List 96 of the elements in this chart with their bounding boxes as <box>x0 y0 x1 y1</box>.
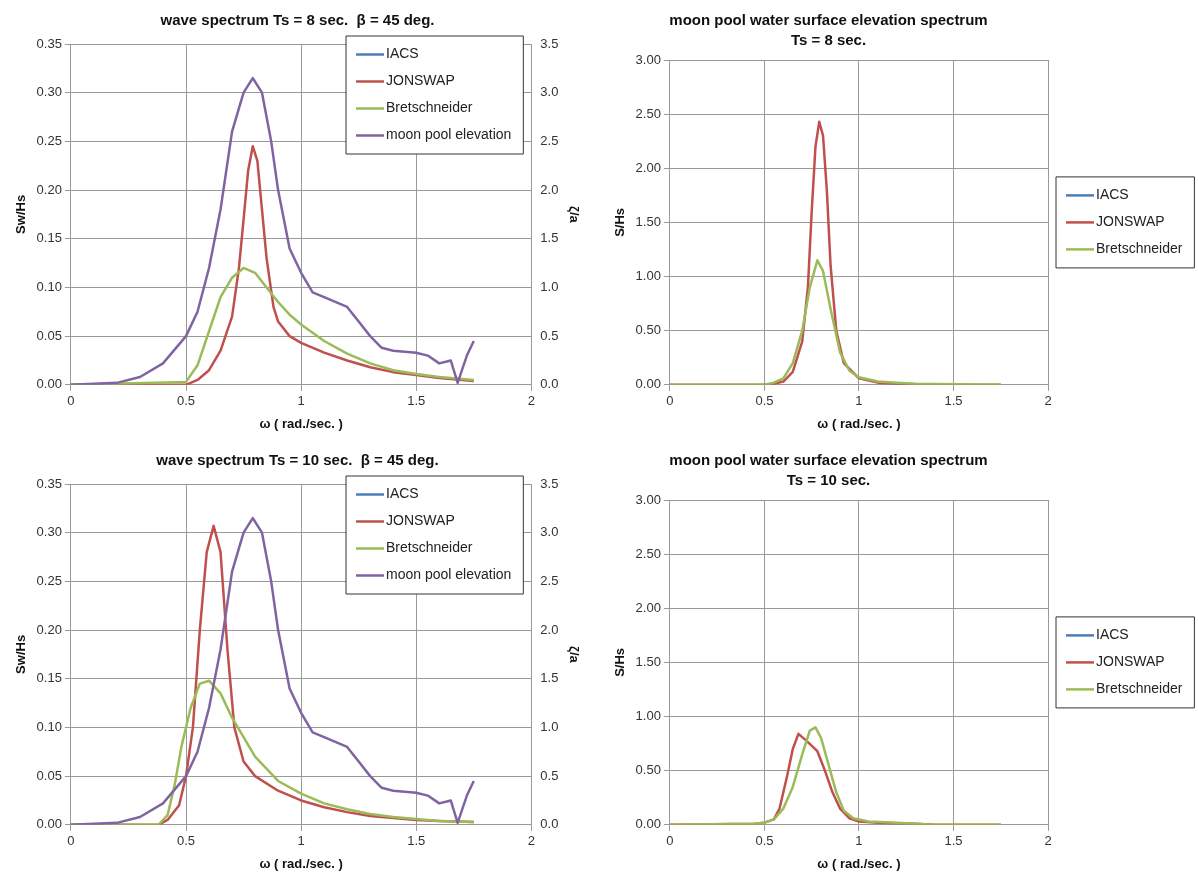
y2-axis-title: ζ/a <box>566 205 582 224</box>
y-tick-label: 0.35 <box>36 35 62 51</box>
x-axis-title: ω ( rad./sec. ) <box>817 415 901 431</box>
y2-tick-label: 2.0 <box>540 181 559 197</box>
y2-tick-label: 2.5 <box>540 132 559 148</box>
y-tick-label: 0.50 <box>635 762 661 778</box>
x-tick-label: 2 <box>1044 833 1052 849</box>
legend-label: JONSWAP <box>386 72 455 89</box>
x-tick-label: 1 <box>855 393 863 409</box>
y-tick-label: 1.00 <box>635 268 661 284</box>
y2-tick-label: 0.5 <box>540 767 559 783</box>
y2-axis-title: ζ/a <box>566 645 582 664</box>
y2-tick-label: 1.0 <box>540 279 559 295</box>
y-tick-label: 2.50 <box>635 545 661 561</box>
y2-tick-label: 3.0 <box>540 84 559 100</box>
legend-label: JONSWAP <box>386 512 455 529</box>
legend-label: IACS <box>1096 626 1129 643</box>
chart-title: moon pool water surface elevation spectrum <box>669 451 988 469</box>
x-tick-label: 0 <box>67 833 75 849</box>
y-tick-label: 0.10 <box>36 279 62 295</box>
legend-label: Bretschneider <box>1096 240 1183 257</box>
chart-title: moon pool water surface elevation spectrum <box>669 11 988 29</box>
y-tick-label: 0.00 <box>635 376 661 392</box>
x-tick-label: 0 <box>666 833 674 849</box>
y-tick-label: 0.15 <box>36 230 62 246</box>
y-axis-title: S/Hs <box>612 647 628 677</box>
x-tick-label: 2 <box>527 833 535 849</box>
x-tick-label: 0 <box>67 393 75 409</box>
y-tick-label: 0.20 <box>36 181 62 197</box>
y-tick-label: 0.30 <box>36 84 62 100</box>
x-axis-title: ω ( rad./sec. ) <box>259 415 343 431</box>
y-tick-label: 0.30 <box>36 524 62 540</box>
legend-label: IACS <box>386 45 419 62</box>
y-tick-label: 0.20 <box>36 621 62 637</box>
y-tick-label: 0.00 <box>36 376 62 392</box>
chart-title: wave spectrum Ts = 10 sec. β = 45 deg. <box>155 451 439 469</box>
y-tick-label: 0.25 <box>36 572 62 588</box>
x-axis-title: ω ( rad./sec. ) <box>817 855 901 871</box>
y2-tick-label: 1.5 <box>540 230 559 246</box>
x-tick-label: 2 <box>527 393 535 409</box>
x-tick-label: 1.5 <box>407 393 426 409</box>
x-tick-label: 0.5 <box>755 833 774 849</box>
x-tick-label: 1.5 <box>944 393 963 409</box>
chart-title: wave spectrum Ts = 8 sec. β = 45 deg. <box>159 11 435 29</box>
x-tick-label: 0 <box>666 393 674 409</box>
legend-label: moon pool elevation <box>386 566 512 583</box>
legend-label: IACS <box>1096 186 1129 203</box>
y-axis-title: S/Hs <box>612 207 628 237</box>
chart-subtitle: Ts = 10 sec. <box>786 471 871 489</box>
y-tick-label: 2.00 <box>635 599 661 615</box>
x-tick-label: 1.5 <box>407 833 426 849</box>
y-tick-label: 1.50 <box>635 213 661 229</box>
y-tick-label: 1.00 <box>635 708 661 724</box>
y-tick-label: 0.15 <box>36 670 62 686</box>
y-tick-label: 2.50 <box>635 105 661 121</box>
y2-tick-label: 2.0 <box>540 621 559 637</box>
y2-tick-label: 1.0 <box>540 719 559 735</box>
legend-label: IACS <box>386 485 419 502</box>
y-tick-label: 1.50 <box>635 653 661 669</box>
x-tick-label: 1 <box>297 833 305 849</box>
y2-tick-label: 3.5 <box>540 35 559 51</box>
y-tick-label: 3.00 <box>635 491 661 507</box>
y2-tick-label: 1.5 <box>540 670 559 686</box>
legend-label: Bretschneider <box>386 99 473 116</box>
legend-label: moon pool elevation <box>386 126 512 143</box>
x-tick-label: 1.5 <box>944 833 963 849</box>
legend-label: JONSWAP <box>1096 653 1165 670</box>
chart-subtitle: Ts = 8 sec. <box>790 31 867 49</box>
legend-label: Bretschneider <box>1096 680 1183 697</box>
legend-label: Bretschneider <box>386 539 473 556</box>
y-tick-label: 0.00 <box>36 816 62 832</box>
y2-tick-label: 3.5 <box>540 475 559 491</box>
y-axis-title: Sw/Hs <box>13 634 29 674</box>
y2-tick-label: 2.5 <box>540 572 559 588</box>
y2-tick-label: 0.0 <box>540 376 559 392</box>
y2-tick-label: 0.0 <box>540 816 559 832</box>
y-tick-label: 0.05 <box>36 767 62 783</box>
y-tick-label: 0.50 <box>635 322 661 338</box>
x-tick-label: 0.5 <box>176 833 196 849</box>
y-tick-label: 0.35 <box>36 475 62 491</box>
x-tick-label: 0.5 <box>755 393 774 409</box>
y2-tick-label: 0.5 <box>540 327 559 343</box>
x-axis-title: ω ( rad./sec. ) <box>259 855 343 871</box>
y-tick-label: 3.00 <box>635 51 661 67</box>
y-tick-label: 0.25 <box>36 132 62 148</box>
x-tick-label: 2 <box>1044 393 1052 409</box>
x-tick-label: 1 <box>297 393 305 409</box>
y-tick-label: 0.10 <box>36 719 62 735</box>
y2-tick-label: 3.0 <box>540 524 559 540</box>
x-tick-label: 0.5 <box>176 393 196 409</box>
x-tick-label: 1 <box>855 833 863 849</box>
y-tick-label: 0.05 <box>36 327 62 343</box>
legend-label: JONSWAP <box>1096 213 1165 230</box>
y-tick-label: 2.00 <box>635 159 661 175</box>
y-axis-title: Sw/Hs <box>13 194 29 234</box>
y-tick-label: 0.00 <box>635 816 661 832</box>
